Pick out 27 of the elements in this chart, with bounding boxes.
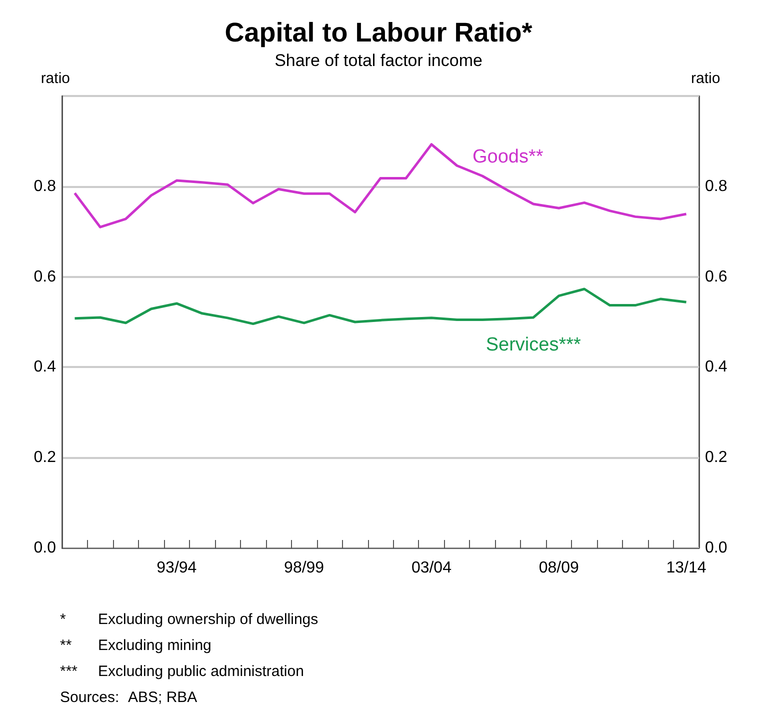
x-tick-label: 03/04 xyxy=(411,560,452,576)
series-label: Services*** xyxy=(486,334,582,356)
x-tick-label: 98/99 xyxy=(284,560,324,576)
x-tick-label: 13/14 xyxy=(666,560,706,576)
text: ** Excluding mining xyxy=(60,637,212,654)
x-tick-label: 08/09 xyxy=(538,560,579,576)
y2-axis-title: ratio xyxy=(691,70,720,87)
y-tick-label: 0.4 xyxy=(34,358,56,376)
y2-tick-label: 0.0 xyxy=(705,540,728,556)
y2-tick-label: 0.2 xyxy=(705,449,728,466)
chart-title: Capital to Labour Ratio* xyxy=(224,18,533,48)
y-tick-label: 0.8 xyxy=(34,178,56,195)
x-tick-label: 93/94 xyxy=(156,560,197,576)
text: * Excluding ownership of dwellings xyxy=(60,611,318,628)
y2-tick-label: 0.8 xyxy=(705,178,728,195)
y2-tick-label: 0.6 xyxy=(705,268,728,286)
y2-tick-label: 0.4 xyxy=(705,358,728,376)
y-tick-label: 0.6 xyxy=(34,268,56,286)
y-tick-label: 0.0 xyxy=(34,540,56,556)
y-axis-title: ratio xyxy=(40,70,70,87)
line-series xyxy=(73,288,688,326)
y-tick-label: 0.2 xyxy=(34,449,56,466)
series-label: Goods** xyxy=(472,146,544,168)
text: *** Excluding public administration xyxy=(60,663,304,680)
source-note: Sources: ABS; RBA xyxy=(60,689,198,706)
line-series xyxy=(73,143,688,228)
chart-subtitle: Share of total factor income xyxy=(274,51,482,70)
